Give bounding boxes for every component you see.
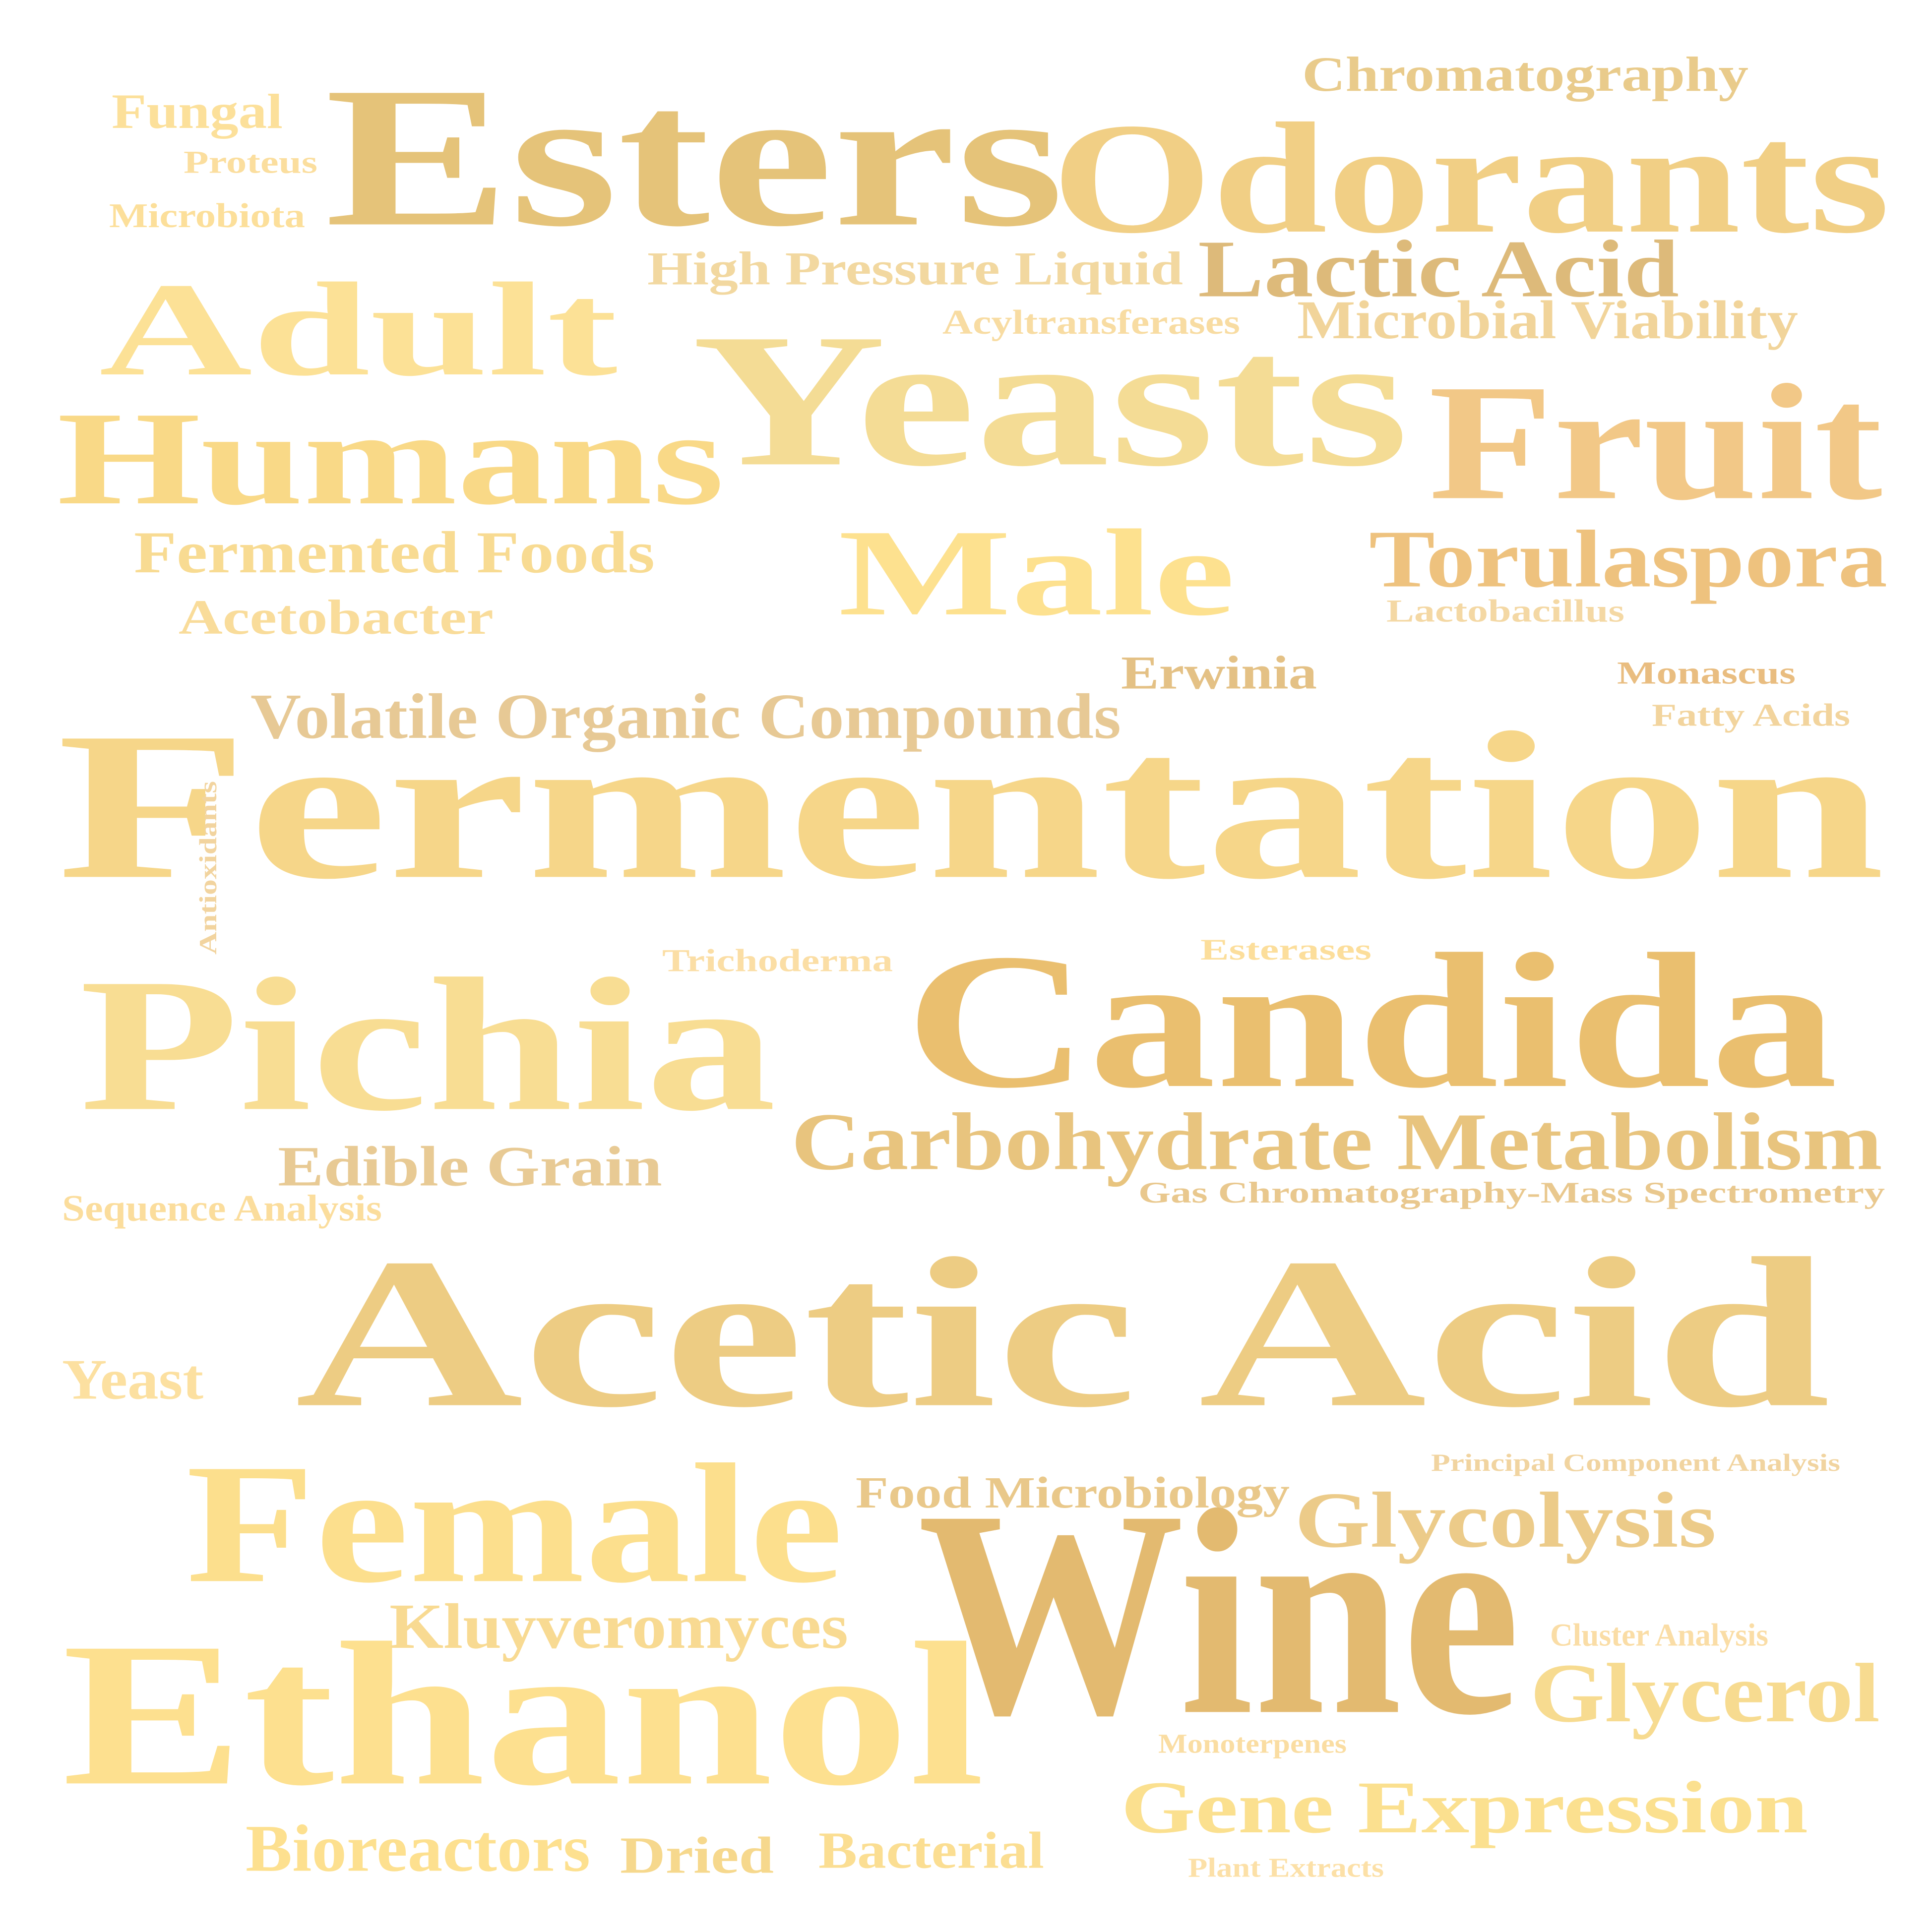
word-erwinia: Erwinia [1121, 647, 1317, 699]
word-bioreactors: Bioreactors [246, 1811, 590, 1885]
word-dried: Dried [620, 1826, 774, 1884]
word-chromatography: Chromatography [1302, 47, 1748, 102]
word-glycolysis: Glycolysis [1295, 1476, 1716, 1564]
word-fermentation: Fermentation [57, 689, 1885, 923]
word-humans: Humans [57, 384, 724, 533]
word-torulaspora: Torulaspora [1369, 513, 1887, 604]
word-carbohydrate-metabolism: Carbohydrate Metabolism [791, 1096, 1882, 1187]
word-fermented-foods: Fermented Foods [134, 519, 655, 586]
word-lactobacillus: Lactobacillus [1386, 593, 1624, 629]
word-principal-component-analysis: Principal Component Analysis [1431, 1449, 1840, 1477]
word-edible-grain: Edible Grain [278, 1134, 662, 1198]
word-acetobacter: Acetobacter [179, 590, 494, 645]
word-bacterial: Bacterial [818, 1821, 1044, 1879]
word-yeast: Yeast [62, 1347, 203, 1411]
word-trichoderma: Trichoderma [662, 942, 893, 978]
word-cluster-analysis: Cluster Analysis [1550, 1617, 1768, 1653]
word-proteus: Proteus [184, 144, 317, 180]
word-sequence-analysis: Sequence Analysis [62, 1188, 382, 1229]
word-esters: Esters [325, 46, 1064, 268]
word-lactic-acid: Lactic Acid [1198, 223, 1679, 314]
word-glycerol: Glycerol [1530, 1646, 1880, 1740]
word-food-microbiology: Food Microbiology [856, 1467, 1290, 1517]
word-gc-ms: Gas Chromatography-Mass Spectrometry [1138, 1176, 1885, 1209]
word-yeasts: Yeasts [692, 295, 1409, 506]
word-monoterpenes: Monoterpenes [1158, 1729, 1347, 1759]
word-esterases: Esterases [1200, 933, 1371, 966]
word-plant-extracts: Plant Extracts [1188, 1853, 1384, 1883]
word-fatty-acids: Fatty Acids [1652, 697, 1850, 733]
word-odorants: Odorants [1052, 90, 1890, 266]
word-pichia: Pichia [79, 939, 776, 1151]
word-acyltransferases: Acyltransferases [942, 302, 1240, 342]
word-adult: Adult [99, 255, 618, 404]
word-volatile-organic-compounds: Volatile Organic Compounds [250, 680, 1121, 752]
word-male: Male [838, 503, 1235, 642]
word-microbiota: Microbiota [109, 196, 305, 235]
word-wine: Wine [918, 1449, 1520, 1776]
word-acetic-acid: Acetic Acid [295, 1213, 1830, 1452]
word-microbial-viability: Microbial Viability [1297, 289, 1798, 351]
word-fruit: Fruit [1429, 351, 1882, 535]
word-gene-expression: Gene Expression [1121, 1766, 1808, 1849]
word-female: Female [186, 1429, 843, 1619]
word-fungal: Fungal [112, 84, 283, 139]
word-kluyveromyces: Kluyveromyces [389, 1590, 848, 1662]
word-high-pressure-liquid: High Pressure Liquid [647, 242, 1183, 295]
word-ethanol: Ethanol [62, 1600, 985, 1828]
word-candida: Candida [905, 914, 1838, 1128]
word-antioxidants: Antioxidants [194, 781, 222, 955]
word-monascus: Monascus [1617, 655, 1796, 691]
